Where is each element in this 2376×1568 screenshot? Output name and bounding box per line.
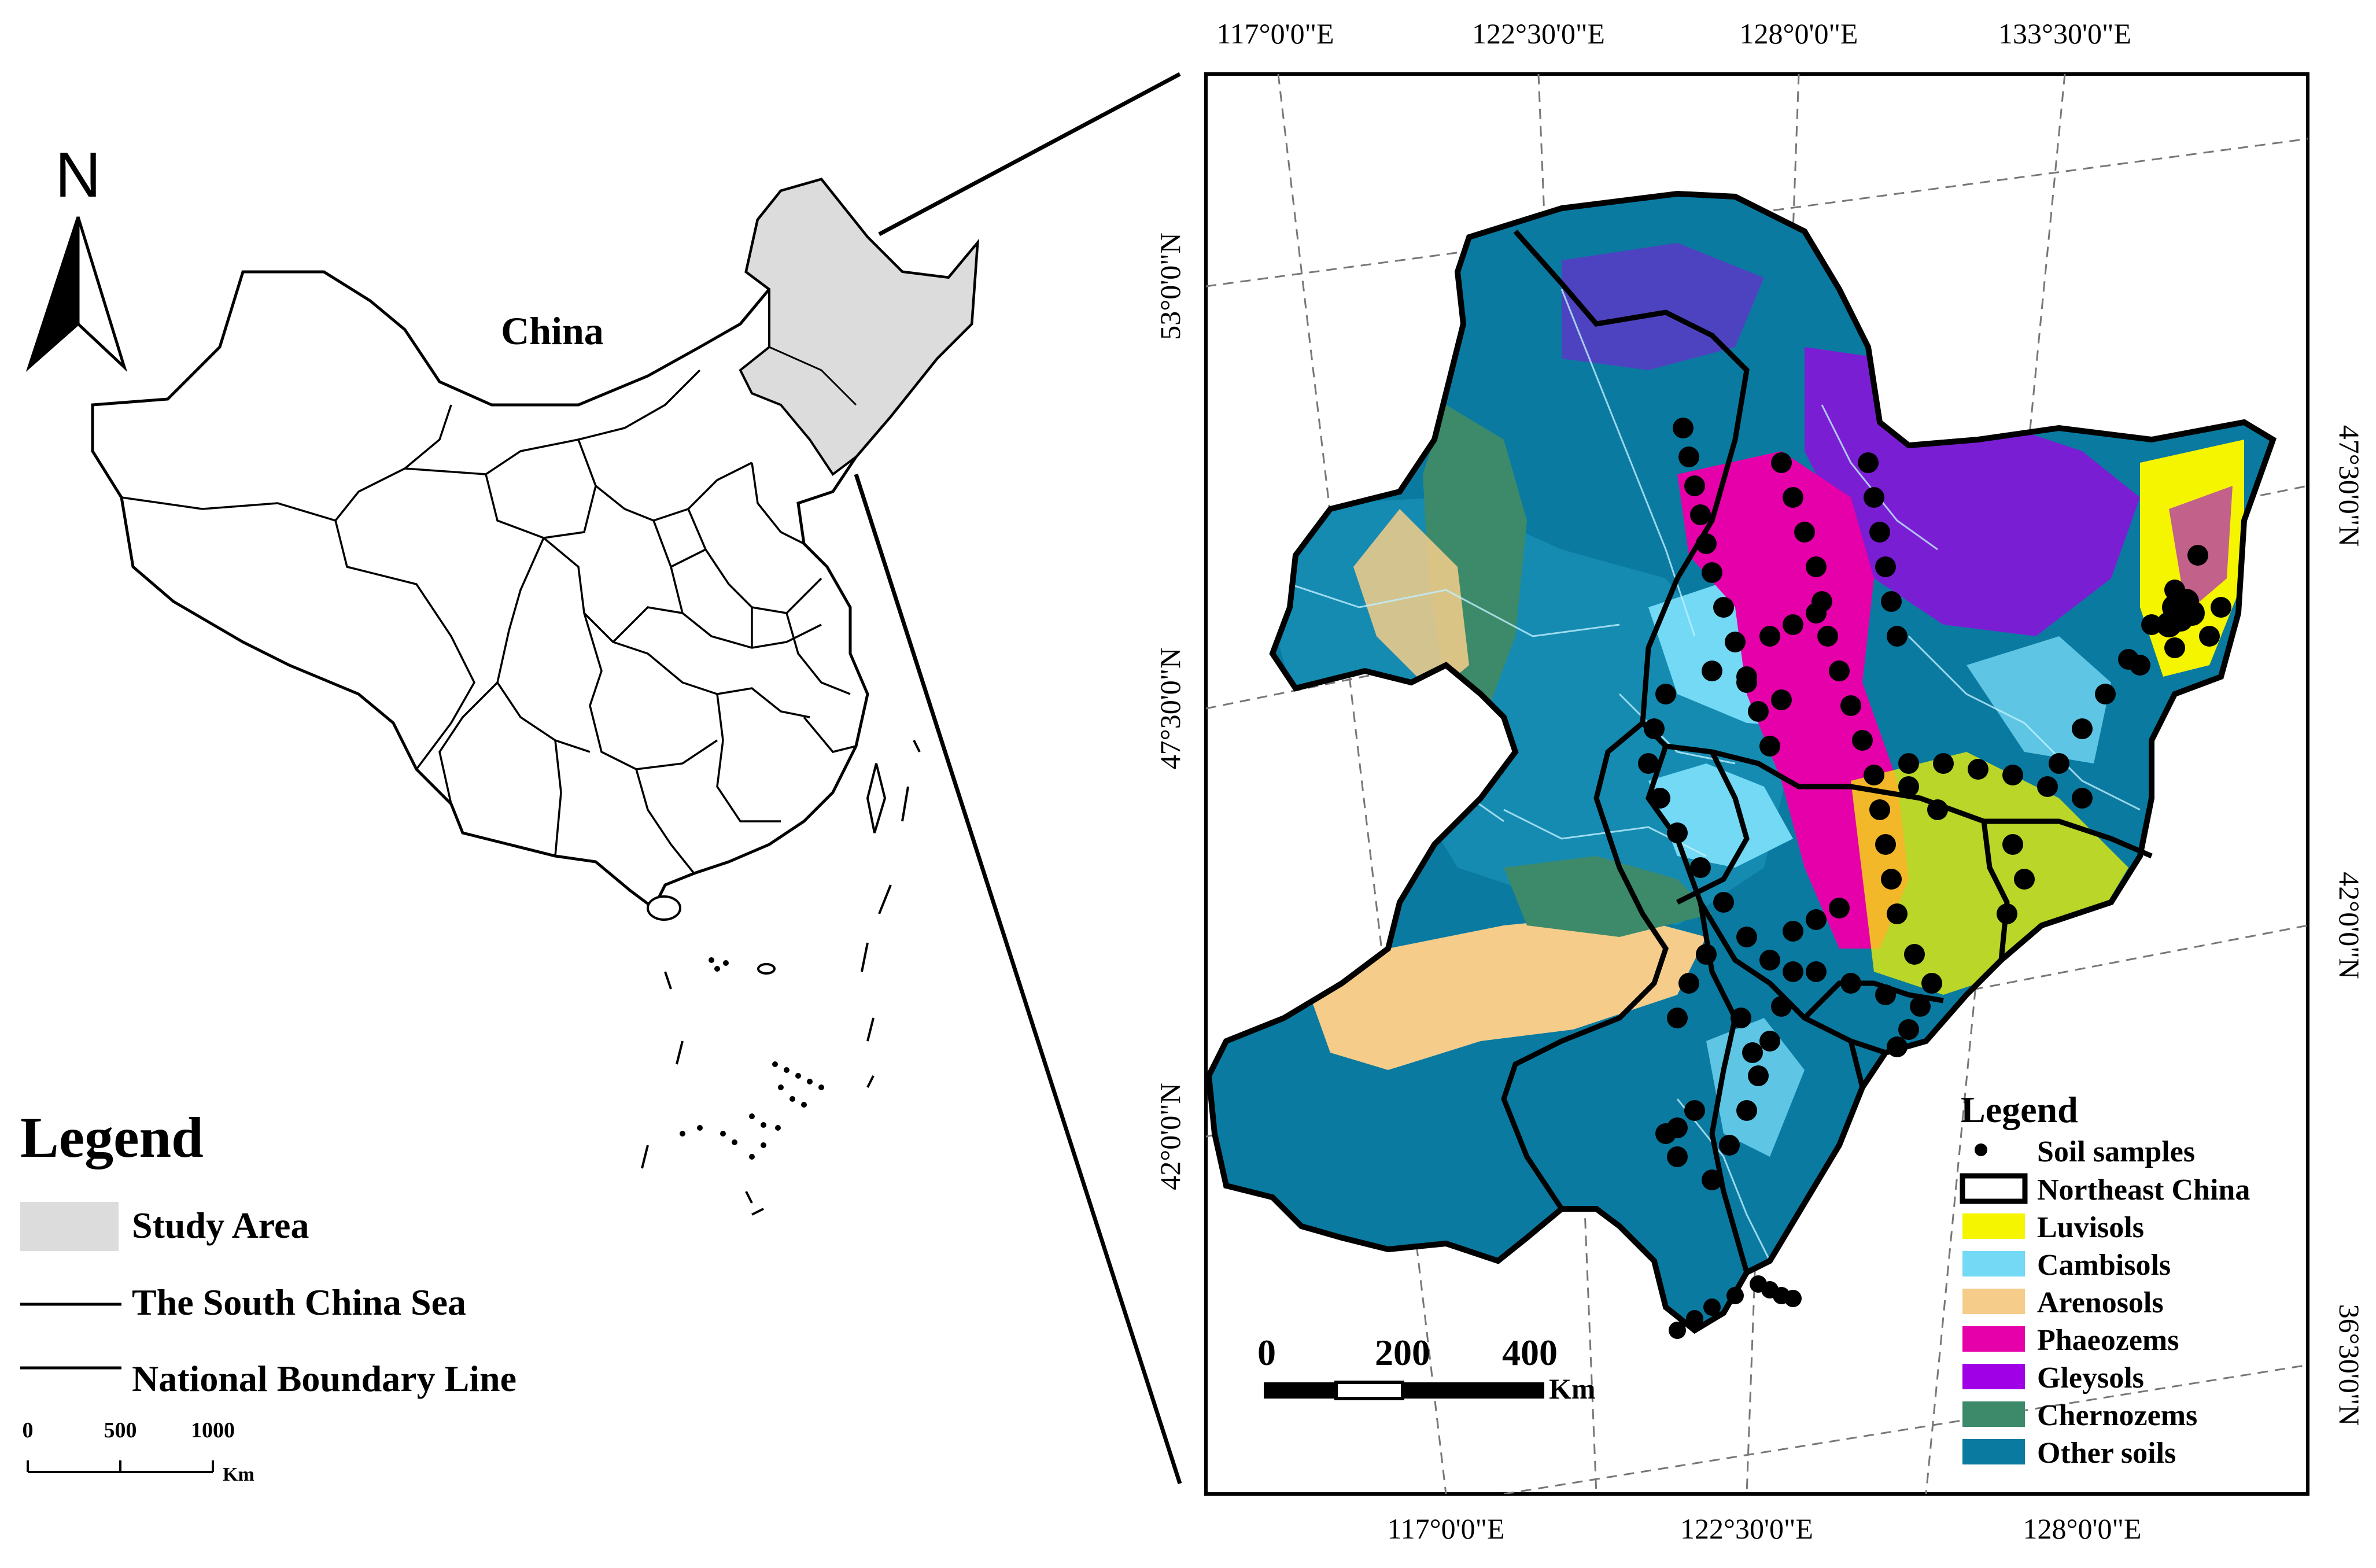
top-lon-label-133-30: 133°30'0"E <box>1998 17 2131 50</box>
legend-swatch-luvisols <box>1962 1213 2025 1239</box>
legend-swatch-phaeozems <box>1962 1326 2025 1352</box>
legend-label-northeast-china: Northeast China <box>2037 1174 2250 1207</box>
hainan-island <box>647 895 681 921</box>
connector-line-top <box>878 72 1181 237</box>
legend-label-arenosols: Arenosols <box>2037 1286 2164 1319</box>
legend-swatch-other-soils <box>1962 1439 2025 1464</box>
northeast-province-boundaries <box>1501 230 2153 1274</box>
top-lon-label-117: 117°0'0"E <box>1216 17 1334 50</box>
detail-scale-tick-400: 400 <box>1502 1332 1558 1373</box>
legend-swatch-cambisols <box>1962 1251 2025 1276</box>
legend-label-gleysols: Gleysols <box>2037 1362 2144 1394</box>
detail-scale-bar <box>1264 1381 1544 1400</box>
legend-swatch-northeast-china <box>1960 1173 2028 1204</box>
bottom-lon-label-122-30: 122°30'0"E <box>1680 1512 1813 1545</box>
south-china-sea-boundary <box>641 740 921 1216</box>
right-lat-label-47-30: 47°30'0"N <box>2333 425 2366 547</box>
left-lat-label-47-30: 47°30'0"N <box>1154 648 1186 770</box>
top-lon-label-128: 128°0'0"E <box>1740 17 1858 50</box>
detail-legend-title: Legend <box>1961 1089 2078 1130</box>
legend-south-china-sea-label: The South China Sea <box>132 1282 466 1323</box>
detail-legend: Soil samples Northeast China Luvisols Ca… <box>1960 1135 2250 1470</box>
left-lat-label-42: 42°0'0"N <box>1154 1083 1186 1190</box>
overview-scale-tick-500: 500 <box>104 1418 137 1442</box>
legend-swatch-gleysols <box>1962 1364 2025 1389</box>
study-area-region <box>739 178 979 476</box>
north-arrow-icon <box>25 216 128 372</box>
legend-label-chernozems: Chernozems <box>2037 1399 2197 1432</box>
taiwan-island <box>866 763 887 833</box>
legend-swatch-chernozems <box>1962 1401 2025 1427</box>
overview-legend-title: Legend <box>20 1105 204 1169</box>
study-area-inner-boundary <box>769 346 857 406</box>
top-lon-label-122-30: 122°30'0"E <box>1472 17 1605 50</box>
overview-scale-tick-0: 0 <box>23 1418 34 1442</box>
legend-label-other-soils: Other soils <box>2037 1437 2176 1470</box>
detail-scale-tick-0: 0 <box>1257 1332 1276 1373</box>
north-label: N <box>55 139 101 211</box>
country-label: China <box>501 309 604 353</box>
legend-swatch-soil-samples <box>1975 1143 1987 1156</box>
province-boundaries <box>121 369 857 875</box>
detail-scale-unit: Km <box>1549 1373 1596 1405</box>
legend-label-luvisols: Luvisols <box>2037 1211 2144 1244</box>
legend-label-soil-samples: Soil samples <box>2037 1135 2195 1168</box>
legend-study-area-label: Study Area <box>132 1205 309 1246</box>
legend-swatch-arenosols <box>1962 1289 2025 1314</box>
legend-label-phaeozems: Phaeozems <box>2037 1324 2179 1357</box>
study-area-swatch <box>20 1202 119 1251</box>
south-china-sea-islands <box>680 957 824 1160</box>
legend-national-boundary-label: National Boundary Line <box>132 1358 516 1399</box>
detail-scale-tick-200: 200 <box>1375 1332 1430 1373</box>
left-lat-label-53: 53°0'0"N <box>1154 233 1186 340</box>
bottom-lon-label-117: 117°0'0"E <box>1387 1512 1504 1545</box>
legend-label-cambisols: Cambisols <box>2037 1249 2171 1282</box>
right-lat-label-42: 42°0'0"N <box>2333 872 2366 979</box>
bottom-lon-label-128: 128°0'0"E <box>2023 1512 2142 1545</box>
overview-map: N China Legend Study Area The South Chin… <box>20 72 1182 1485</box>
right-lat-label-36-30: 36°30'0"N <box>2333 1304 2366 1426</box>
overview-scale-tick-1000: 1000 <box>191 1418 235 1442</box>
soil-sample-points <box>1638 418 2231 1339</box>
overview-scale-bar <box>27 1460 214 1473</box>
overview-scale-unit: Km <box>223 1464 254 1485</box>
connector-line-bottom <box>854 473 1182 1485</box>
detail-map: 117°0'0"E 122°30'0"E 128°0'0"E 133°30'0"… <box>1154 17 2366 1545</box>
